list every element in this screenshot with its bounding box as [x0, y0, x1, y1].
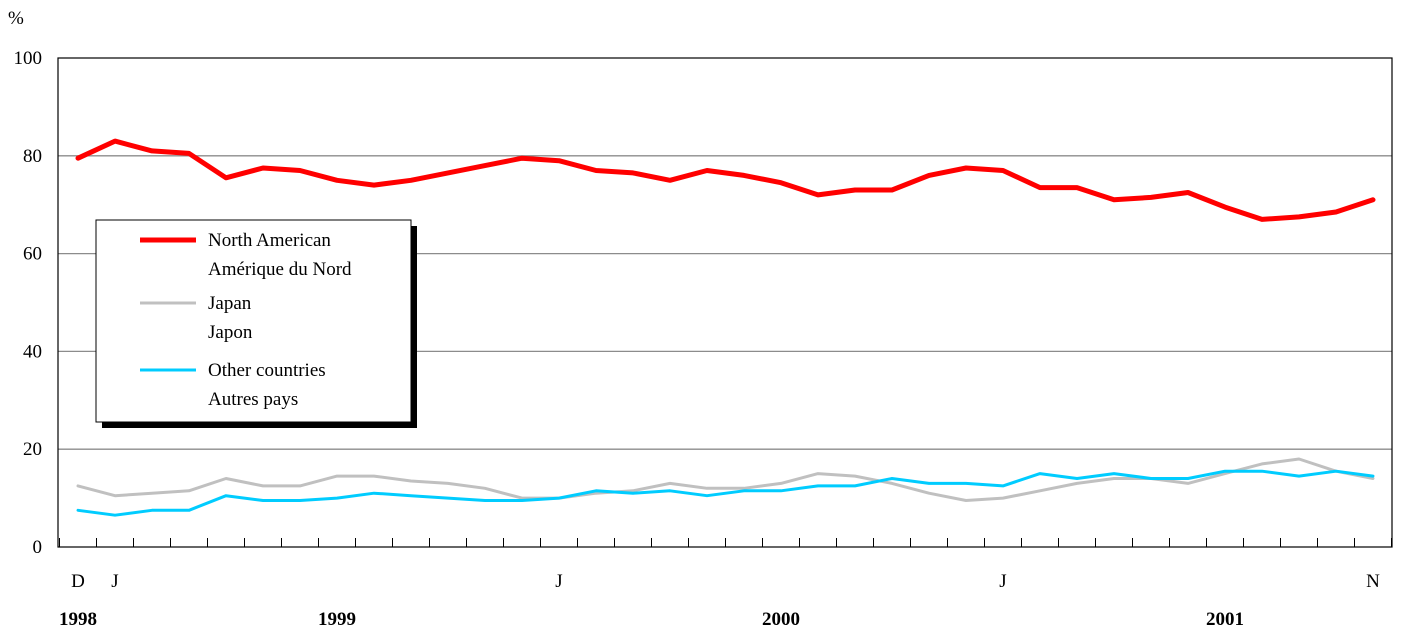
x-month-label-4: N	[1366, 571, 1380, 592]
x-year-label-1998: 1998	[59, 609, 97, 630]
y-tick-label-80: 80	[23, 146, 42, 167]
x-axis: D J J J N 1998 1999 2000 2001	[59, 538, 1392, 630]
legend-label-japan-fr: Japon	[208, 322, 253, 343]
legend-label-other-countries: Other countries	[208, 360, 326, 381]
y-tick-label-40: 40	[23, 341, 42, 362]
x-year-label-2001: 2001	[1206, 609, 1244, 630]
x-month-label-3: J	[999, 571, 1006, 592]
x-month-label-0: D	[71, 571, 85, 592]
x-year-label-2000: 2000	[762, 609, 800, 630]
y-tick-label-60: 60	[23, 244, 42, 265]
series-line-other-countries	[76, 469, 1375, 517]
legend-label-north-american-fr: Amérique du Nord	[208, 259, 352, 280]
legend-label-other-countries-fr: Autres pays	[208, 389, 298, 410]
legend-label-north-american: North American	[208, 230, 331, 251]
series-line-north-american	[75, 138, 1376, 222]
y-unit-label: %	[8, 8, 24, 29]
y-tick-label-100: 100	[14, 48, 43, 69]
y-tick-label-0: 0	[33, 537, 43, 558]
legend: North American Amérique du Nord Japan Ja…	[95, 219, 417, 428]
x-month-label-2: J	[555, 571, 562, 592]
y-tick-label-20: 20	[23, 439, 42, 460]
legend-box	[95, 219, 412, 423]
x-year-label-1999: 1999	[318, 609, 356, 630]
series-lines	[75, 138, 1376, 517]
y-axis: 0 20 40 60 80 100	[14, 48, 43, 558]
legend-label-japan: Japan	[208, 293, 252, 314]
x-month-label-1: J	[111, 571, 118, 592]
